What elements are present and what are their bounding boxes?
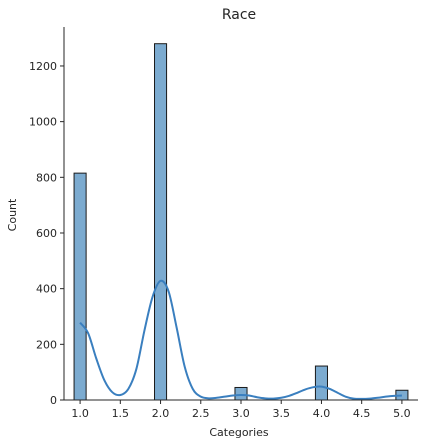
x-tick-label: 3.0 — [232, 407, 250, 420]
histogram-bar-2 — [154, 43, 168, 401]
histogram-bar-3 — [234, 386, 248, 401]
x-ticks-layer: 1.0 1.5 2.0 2.5 3.0 3.5 4.0 4.5 5.0 — [71, 400, 411, 420]
chart-title: Race — [222, 7, 256, 23]
x-tick-label: 1.0 — [71, 407, 89, 420]
x-tick-label: 4.5 — [353, 407, 371, 420]
x-tick-label: 2.5 — [192, 407, 210, 420]
y-tick-label: 1200 — [29, 60, 57, 73]
y-tick-label: 600 — [36, 227, 57, 240]
x-tick-label: 2.0 — [152, 407, 170, 420]
bars-layer — [73, 43, 409, 401]
kde-layer — [79, 279, 402, 400]
kde-curve — [79, 279, 402, 400]
y-axis-label: Count — [6, 198, 19, 231]
histogram-bar-1 — [73, 172, 87, 401]
x-axis-label: Categories — [209, 426, 269, 439]
y-tick-label: 200 — [36, 338, 57, 351]
x-tick-label: 1.5 — [112, 407, 130, 420]
y-tick-label: 1000 — [29, 116, 57, 129]
axes-layer — [63, 27, 418, 401]
y-tick-label: 400 — [36, 283, 57, 296]
x-tick-label: 4.0 — [313, 407, 331, 420]
histogram-bar-4 — [314, 365, 328, 401]
y-tick-label: 0 — [50, 394, 57, 407]
x-tick-label: 5.0 — [393, 407, 411, 420]
y-ticks-layer: 0 200 400 600 800 1000 1200 — [29, 60, 64, 407]
y-tick-label: 800 — [36, 171, 57, 184]
x-tick-label: 3.5 — [272, 407, 290, 420]
